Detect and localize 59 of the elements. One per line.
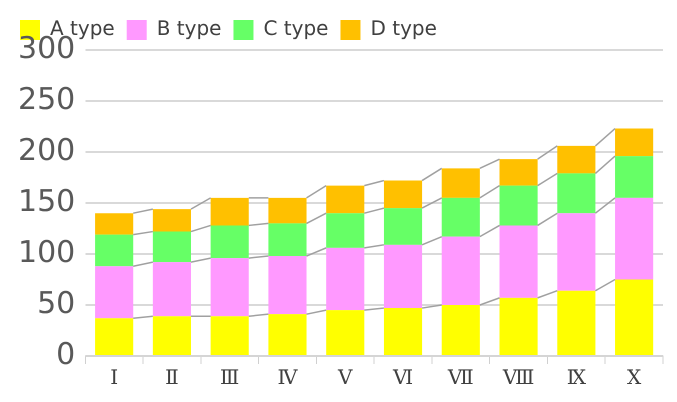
bar (442, 305, 480, 355)
x-tick-label: Ⅹ (626, 365, 642, 390)
legend-label: D type (370, 16, 437, 40)
bar (268, 256, 307, 314)
x-tick-label: Ⅲ (220, 365, 240, 390)
bar (384, 208, 422, 245)
bar (268, 223, 307, 256)
bar (615, 280, 654, 355)
bar (326, 310, 364, 355)
bar (326, 248, 364, 310)
y-tick-label: 0 (56, 336, 76, 372)
bar (95, 266, 134, 318)
bar (500, 159, 538, 186)
bar (384, 308, 422, 355)
x-tick-label: Ⅸ (566, 365, 587, 390)
x-tick-label: Ⅱ (165, 365, 179, 390)
bar (152, 316, 191, 355)
bar (500, 186, 538, 226)
bar (326, 213, 364, 248)
bar (210, 258, 249, 316)
legend-label: B type (156, 16, 222, 40)
bar (152, 232, 191, 262)
bar (615, 128, 654, 156)
x-tick-label: Ⅳ (277, 365, 298, 390)
bar (442, 236, 480, 305)
x-tick-label: Ⅵ (392, 365, 414, 390)
bar (268, 198, 307, 224)
bar (557, 213, 596, 291)
bar (557, 146, 596, 174)
bar (268, 314, 307, 355)
bar (95, 234, 134, 266)
bar (500, 298, 538, 355)
bar (210, 316, 249, 355)
y-tick-label: 250 (18, 82, 76, 117)
x-tick-label: Ⅴ (337, 365, 354, 390)
bar (442, 168, 480, 198)
y-tick-label: 100 (18, 234, 76, 270)
bar (384, 180, 422, 208)
bar (500, 225, 538, 298)
x-tick-label: Ⅶ (446, 365, 474, 390)
bar (557, 173, 596, 214)
bar (442, 198, 480, 237)
bar (615, 156, 654, 198)
bar (210, 198, 249, 226)
x-tick-label: Ⅰ (110, 365, 118, 390)
x-tick-label: Ⅷ (502, 365, 534, 390)
y-tick-label: 200 (18, 132, 76, 168)
bar (152, 209, 191, 232)
bar (326, 186, 364, 214)
y-tick-label: 50 (37, 286, 76, 321)
bar (615, 198, 654, 280)
legend-label: C type (263, 16, 328, 40)
bar (557, 290, 596, 355)
bar (95, 213, 134, 235)
bar (384, 244, 422, 308)
y-tick-label: 150 (18, 184, 76, 219)
bar (210, 225, 249, 258)
bar (152, 262, 191, 316)
bar (95, 318, 134, 355)
